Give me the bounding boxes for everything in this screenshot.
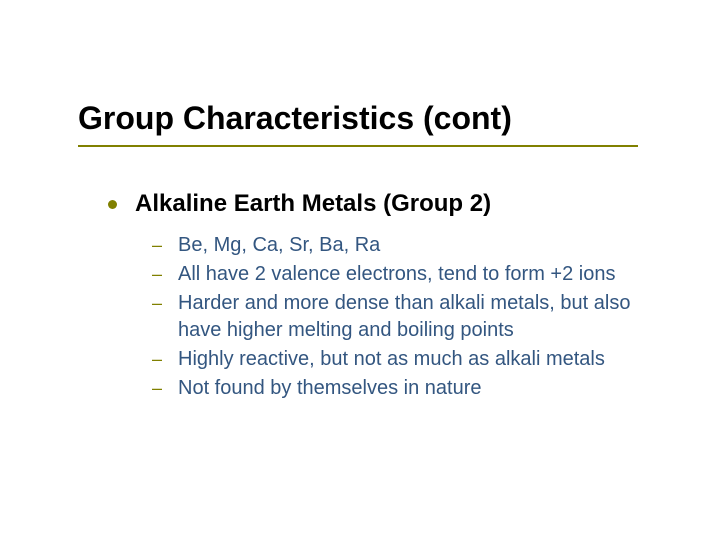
dash-bullet-icon: – xyxy=(152,232,178,259)
list-item: – Not found by themselves in nature xyxy=(152,375,662,402)
list-item-text: All have 2 valence electrons, tend to fo… xyxy=(178,261,615,288)
disc-bullet-icon xyxy=(108,200,117,209)
slide: Group Characteristics (cont) Alkaline Ea… xyxy=(0,0,720,540)
list-item-text: Not found by themselves in nature xyxy=(178,375,482,402)
list-item-text: Be, Mg, Ca, Sr, Ba, Ra xyxy=(178,232,380,259)
subheading-row: Alkaline Earth Metals (Group 2) xyxy=(108,190,491,218)
list-item-text: Highly reactive, but not as much as alka… xyxy=(178,346,605,373)
list-item-text: Harder and more dense than alkali metals… xyxy=(178,290,662,344)
subheading-text: Alkaline Earth Metals (Group 2) xyxy=(135,190,491,218)
list-item: – Highly reactive, but not as much as al… xyxy=(152,346,662,373)
slide-title: Group Characteristics (cont) xyxy=(78,100,512,137)
dash-bullet-icon: – xyxy=(152,375,178,402)
title-underline xyxy=(78,145,638,147)
bullet-list: – Be, Mg, Ca, Sr, Ba, Ra – All have 2 va… xyxy=(152,232,662,404)
list-item: – Be, Mg, Ca, Sr, Ba, Ra xyxy=(152,232,662,259)
dash-bullet-icon: – xyxy=(152,346,178,373)
list-item: – Harder and more dense than alkali meta… xyxy=(152,290,662,344)
dash-bullet-icon: – xyxy=(152,290,178,317)
list-item: – All have 2 valence electrons, tend to … xyxy=(152,261,662,288)
dash-bullet-icon: – xyxy=(152,261,178,288)
